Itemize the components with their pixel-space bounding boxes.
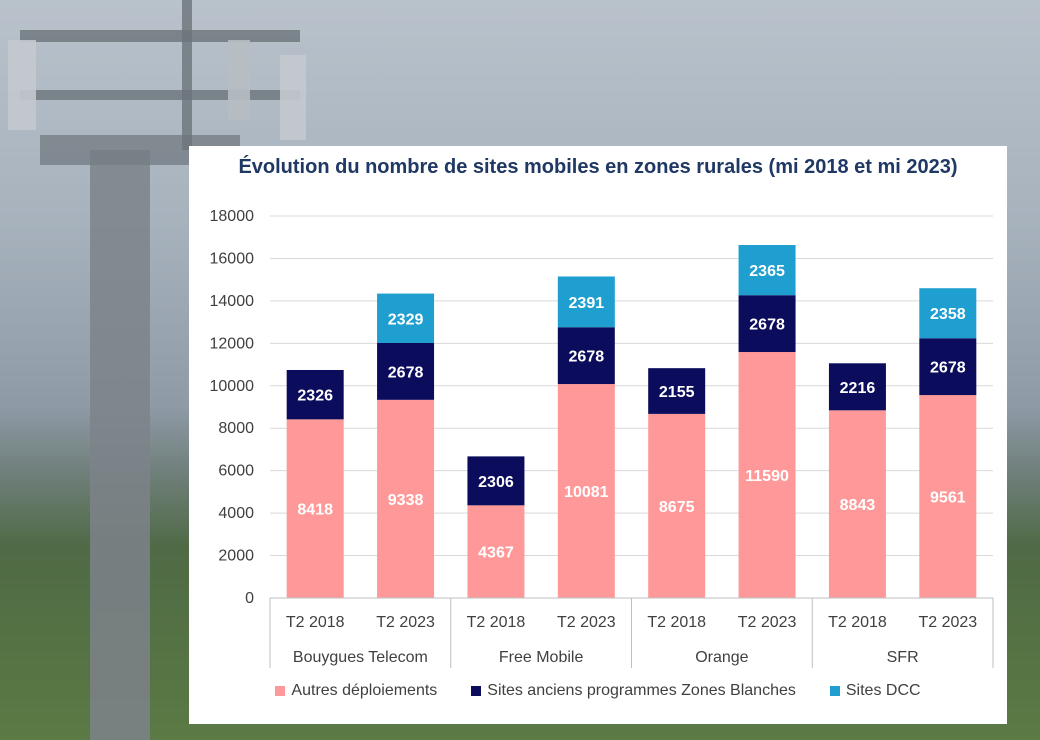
bar-segment: [828, 363, 886, 411]
y-tick-label: 4000: [218, 505, 254, 522]
group-label: Bouygues Telecom: [293, 649, 428, 666]
x-tick-label: T2 2023: [557, 614, 616, 631]
y-tick-label: 8000: [218, 420, 254, 437]
stacked-bar-chart: 0 2000 4000 6000 8000 10000 12000 14000 16000 180…: [210, 208, 994, 668]
bar-segment: [557, 384, 615, 598]
bar-segment: [467, 456, 525, 506]
group-label: SFR: [887, 649, 919, 666]
chart-panel: 0 2000 4000 6000 8000 10000 12000 14000 16000 180…: [189, 146, 1007, 724]
legend-item: Sites DCC: [829, 682, 921, 700]
data-label: 4367: [478, 545, 514, 562]
legend-swatch: [275, 686, 286, 696]
legend-item: Autres déploiements: [275, 682, 437, 700]
y-tick-label: 0: [245, 590, 254, 607]
data-label: 2358: [930, 306, 966, 323]
data-label: 2326: [297, 388, 333, 405]
y-tick-label: 6000: [218, 463, 254, 480]
y-tick-label: 10000: [210, 378, 255, 395]
bar-segment: [377, 342, 435, 400]
data-label: 2155: [659, 384, 695, 401]
bar-segment: [286, 419, 344, 598]
data-label: 11590: [745, 468, 789, 485]
data-label: 2678: [569, 349, 605, 366]
chart-legend: Autres déploiements Sites anciens program…: [189, 682, 1007, 700]
y-tick-label: 14000: [210, 293, 255, 310]
bar-segment: [377, 399, 435, 598]
legend-label: Sites DCC: [845, 682, 921, 699]
data-label: 2216: [840, 380, 876, 397]
data-label: 2678: [930, 360, 966, 377]
y-tick-label: 2000: [218, 548, 254, 565]
legend-swatch: [471, 686, 482, 696]
bar-segment: [286, 369, 344, 420]
bar-segment: [467, 505, 525, 598]
x-tick-label: T2 2018: [647, 614, 706, 631]
bar-segment: [828, 410, 886, 598]
bar-segment: [648, 368, 706, 414]
x-tick-label: T2 2023: [918, 614, 977, 631]
data-label: 2365: [749, 263, 785, 280]
data-label: 2678: [749, 317, 785, 334]
group-label: Free Mobile: [499, 649, 584, 666]
data-label: 2306: [478, 474, 514, 491]
bar-segment: [557, 327, 615, 385]
x-tick-label: T2 2018: [828, 614, 887, 631]
data-label: 9561: [930, 490, 966, 507]
x-tick-label: T2 2018: [286, 614, 345, 631]
legend-label: Sites anciens programmes Zones Blanches: [487, 682, 796, 699]
bar-segment: [738, 245, 796, 296]
bar-segment: [919, 395, 977, 598]
bar-segment: [557, 276, 615, 328]
data-label: 2329: [388, 311, 424, 328]
legend-label: Autres déploiements: [291, 682, 438, 699]
bar-segment: [648, 413, 706, 598]
data-label: 10081: [564, 484, 609, 501]
data-label: 8675: [659, 499, 695, 516]
data-label: 9338: [388, 492, 424, 509]
bar-segment: [377, 293, 435, 343]
legend-item: Sites anciens programmes Zones Blanches: [471, 682, 796, 700]
chart-title: Évolution du nombre de sites mobiles en …: [238, 156, 958, 178]
x-tick-label: T2 2023: [376, 614, 435, 631]
bar-segment: [738, 295, 796, 353]
y-tick-label: 18000: [210, 208, 255, 225]
data-label: 8418: [297, 502, 333, 519]
bar-segment: [919, 338, 977, 396]
y-tick-label: 12000: [210, 335, 255, 352]
bar-segment: [919, 288, 977, 339]
x-tick-label: T2 2023: [738, 614, 797, 631]
y-tick-label: 16000: [210, 250, 255, 267]
data-label: 8843: [840, 497, 876, 514]
group-label: Orange: [695, 649, 748, 666]
legend-swatch: [829, 686, 840, 696]
data-label: 2678: [388, 364, 424, 381]
data-label: 2391: [569, 295, 605, 312]
x-tick-label: T2 2018: [467, 614, 526, 631]
bar-segment: [738, 352, 796, 598]
